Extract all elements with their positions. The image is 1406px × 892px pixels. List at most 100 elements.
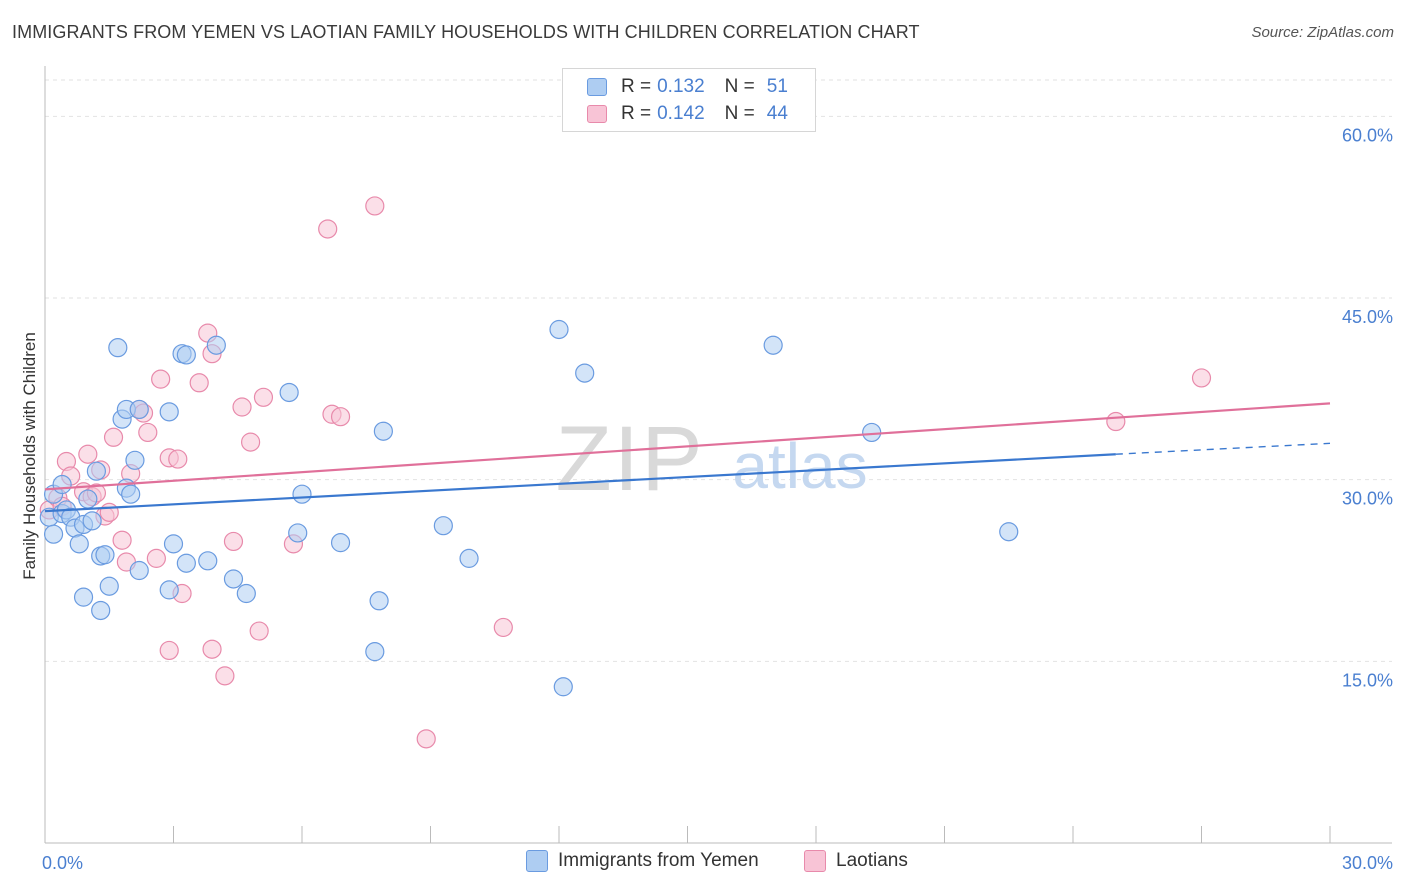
yemen-point — [86, 461, 107, 481]
laotians-point — [99, 502, 119, 522]
legend-r-label: R = — [621, 76, 652, 97]
yemen-point — [369, 591, 389, 611]
yemen-point — [288, 523, 308, 543]
yemen-point — [292, 484, 312, 504]
yemen-point — [198, 551, 218, 571]
yemen-trend-extension — [1115, 442, 1331, 455]
yemen-point — [176, 345, 196, 365]
yemen-point — [279, 382, 299, 403]
series-swatch-blue — [526, 850, 548, 872]
yemen-point — [159, 580, 179, 600]
y-tick-label: 30.0% — [1342, 489, 1393, 509]
laotians-point — [159, 640, 179, 661]
axes — [44, 66, 1392, 844]
yemen-point — [78, 489, 98, 509]
gridlines — [45, 79, 1392, 662]
laotians-point — [1191, 368, 1212, 388]
correlation-legend: R = 0.132 N = 51 R = 0.142 N = 44 — [562, 68, 816, 132]
yemen-point — [862, 422, 882, 443]
yemen-point — [52, 474, 72, 495]
legend-r-value: 0.132 — [657, 76, 705, 97]
series-legend-laotians: Laotians — [804, 850, 908, 872]
laotians-point — [330, 407, 351, 427]
series-label-laotians: Laotians — [836, 850, 908, 871]
watermark-zip: ZIP — [555, 408, 704, 510]
source-label: Source: ZipAtlas.com — [1251, 24, 1394, 41]
y-tick-label: 45.0% — [1342, 307, 1393, 327]
legend-row-yemen: R = 0.132 N = 51 — [587, 75, 788, 99]
y-tick-label: 15.0% — [1342, 670, 1393, 690]
yemen-point — [95, 545, 115, 565]
laotians-point — [215, 666, 235, 686]
tick-labels: 15.0% 30.0% 45.0% 60.0% 0.0% 30.0% — [42, 125, 1393, 873]
laotians-point — [189, 373, 209, 393]
laotians-point — [202, 639, 222, 659]
yemen-point — [69, 534, 89, 554]
yemen-point — [163, 534, 184, 554]
legend-r-value: 0.142 — [657, 103, 705, 124]
series-label-yemen: Immigrants from Yemen — [558, 850, 759, 871]
laotians-point — [493, 617, 513, 638]
yemen-point — [121, 484, 141, 504]
yemen-point — [999, 522, 1019, 542]
laotians-point — [103, 427, 124, 447]
laotians-point — [232, 397, 252, 417]
laotians-point — [318, 219, 338, 239]
legend-r-label: R = — [621, 103, 652, 124]
watermark-atlas: atlas — [732, 430, 867, 502]
yemen-point — [433, 516, 453, 536]
laotians-trend-line — [44, 402, 1331, 491]
laotians-point — [365, 196, 385, 216]
x-tick-label: 0.0% — [42, 853, 83, 873]
laotians-point — [112, 530, 132, 550]
yemen-point — [459, 548, 479, 568]
yemen-point — [236, 583, 256, 604]
laotians-point — [223, 531, 244, 552]
yemen-point — [129, 560, 149, 581]
laotians-point — [1106, 411, 1126, 432]
yemen-point — [129, 399, 149, 420]
yemen-point — [373, 421, 393, 441]
yemen-point — [330, 533, 351, 553]
yemen-point — [365, 642, 385, 662]
laotians-point — [253, 387, 274, 407]
laotians-point — [78, 444, 98, 464]
yemen-point — [549, 319, 569, 340]
yemen-point — [159, 402, 179, 422]
laotians-point — [241, 432, 261, 452]
x-tick-label: 30.0% — [1342, 853, 1393, 873]
yemen-point — [223, 569, 244, 589]
laotians-point — [151, 369, 171, 389]
yemen-point — [553, 677, 573, 697]
yemen-point — [575, 363, 595, 383]
laotians-point — [146, 548, 166, 568]
yemen-point — [99, 576, 119, 596]
yemen-point — [43, 524, 64, 544]
legend-n-label: N = — [724, 103, 755, 124]
laotians-point — [138, 422, 158, 443]
legend-row-laotians: R = 0.142 N = 44 — [587, 102, 788, 126]
yemen-point — [176, 553, 196, 573]
legend-n-label: N = — [724, 76, 755, 97]
trend-lines — [44, 402, 1331, 513]
legend-swatch-pink — [587, 105, 607, 123]
yemen-point — [763, 335, 783, 355]
laotians-point — [416, 729, 436, 749]
y-tick-label: 60.0% — [1342, 125, 1393, 145]
yemen-points — [39, 319, 1019, 697]
series-swatch-pink — [804, 850, 826, 872]
legend-n-value: 51 — [766, 76, 788, 97]
yemen-point — [91, 600, 111, 621]
yemen-point — [125, 450, 145, 470]
series-legend: Immigrants from Yemen Laotians — [0, 850, 1406, 878]
legend-n-value: 44 — [766, 103, 788, 124]
yemen-point — [108, 338, 128, 358]
yemen-point — [82, 511, 102, 531]
yemen-trend-line — [44, 453, 1116, 513]
series-legend-yemen: Immigrants from Yemen — [526, 850, 759, 872]
laotians-point — [249, 621, 269, 641]
laotians-point — [168, 449, 188, 469]
legend-swatch-blue — [587, 78, 607, 96]
watermark: ZIP atlas — [555, 408, 867, 510]
